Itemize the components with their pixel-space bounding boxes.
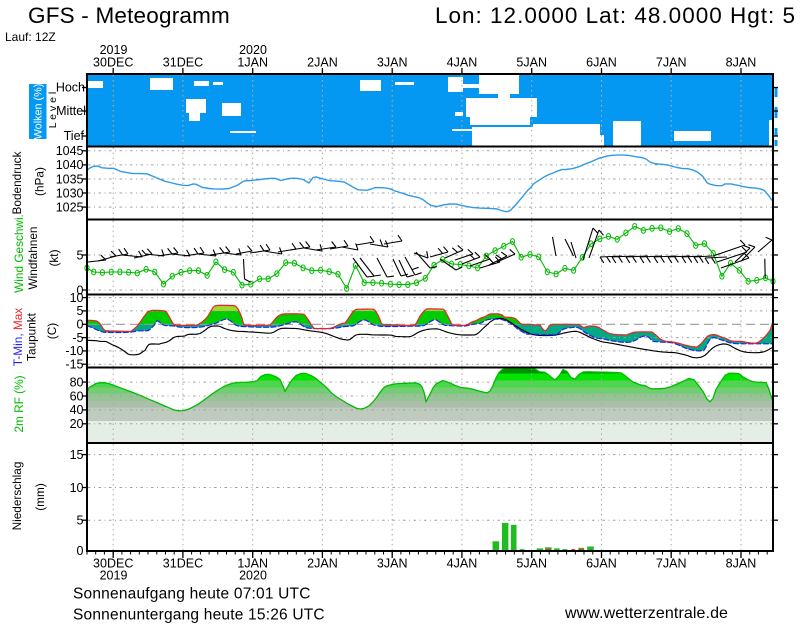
svg-text:5: 5 (77, 248, 84, 262)
svg-text:(mm): (mm) (33, 483, 47, 511)
svg-text:0: 0 (77, 318, 84, 332)
svg-text:Hoch: Hoch (56, 81, 85, 95)
svg-text:5JAN: 5JAN (516, 557, 547, 571)
svg-text:10: 10 (70, 481, 84, 495)
svg-text:3JAN: 3JAN (377, 557, 408, 571)
svg-text:30DEC: 30DEC (93, 56, 133, 70)
svg-text:2019: 2019 (100, 569, 128, 583)
svg-text:0: 0 (77, 544, 84, 558)
svg-text:4JAN: 4JAN (447, 56, 478, 70)
svg-text:8JAN: 8JAN (726, 557, 757, 571)
svg-text:1040: 1040 (56, 158, 84, 172)
svg-text:Wind Geschwi.: Wind Geschwi. (12, 214, 26, 293)
svg-text:3JAN: 3JAN (377, 56, 408, 70)
svg-text:T-Min, Max: T-Min, Max (11, 308, 25, 366)
svg-text:Bodendruck: Bodendruck (10, 151, 24, 214)
svg-text:(hPa): (hPa) (33, 167, 47, 196)
svg-text:6JAN: 6JAN (586, 557, 617, 571)
svg-text:Niederschlag: Niederschlag (10, 462, 24, 531)
svg-text:31DEC: 31DEC (163, 557, 203, 571)
svg-text:Taupunkt: Taupunkt (25, 312, 39, 361)
svg-text:1030: 1030 (56, 186, 84, 200)
svg-text:2m RF (%): 2m RF (%) (12, 375, 26, 432)
svg-text:-10: -10 (65, 344, 83, 358)
svg-text:6JAN: 6JAN (586, 56, 617, 70)
svg-text:Wolken (%): Wolken (%) (33, 84, 45, 140)
svg-text:7JAN: 7JAN (656, 56, 687, 70)
svg-text:www.wetterzentrale.de: www.wetterzentrale.de (564, 605, 728, 622)
svg-text:2JAN: 2JAN (307, 557, 338, 571)
svg-text:(C): (C) (45, 323, 59, 339)
svg-text:1035: 1035 (56, 172, 84, 186)
svg-text:1025: 1025 (56, 200, 84, 214)
svg-text:5JAN: 5JAN (516, 56, 547, 70)
svg-text:1045: 1045 (56, 144, 84, 158)
svg-text:80: 80 (70, 375, 84, 389)
svg-text:Sonnenaufgang heute 07:01 UTC: Sonnenaufgang heute 07:01 UTC (73, 586, 311, 603)
svg-text:31DEC: 31DEC (163, 56, 203, 70)
svg-text:20: 20 (70, 417, 84, 431)
svg-text:15: 15 (70, 448, 84, 462)
svg-text:2020: 2020 (239, 569, 267, 583)
svg-text:1JAN: 1JAN (237, 56, 268, 70)
svg-text:GFS - Meteogramm: GFS - Meteogramm (28, 3, 230, 28)
svg-text:Lon: 12.0000 Lat: 48.0000 Hgt:: Lon: 12.0000 Lat: 48.0000 Hgt: 5 (435, 3, 796, 28)
svg-text:-5: -5 (72, 331, 83, 345)
svg-text:40: 40 (70, 403, 84, 417)
svg-text:-15: -15 (65, 358, 83, 372)
svg-text:Mittel: Mittel (56, 104, 86, 118)
svg-text:Windfahnen: Windfahnen (26, 227, 40, 290)
svg-text:Lauf: 12Z: Lauf: 12Z (5, 30, 56, 44)
svg-text:Tief: Tief (64, 129, 85, 143)
svg-text:5: 5 (77, 514, 84, 528)
svg-text:4JAN: 4JAN (447, 557, 478, 571)
svg-text:8JAN: 8JAN (726, 56, 757, 70)
svg-text:7JAN: 7JAN (656, 557, 687, 571)
svg-text:(kt): (kt) (47, 249, 61, 266)
svg-text:5: 5 (77, 304, 84, 318)
svg-text:10: 10 (70, 291, 84, 305)
svg-text:2JAN: 2JAN (307, 56, 338, 70)
svg-text:60: 60 (70, 389, 84, 403)
svg-text:Sonnenuntergang heute 15:26 UT: Sonnenuntergang heute 15:26 UTC (73, 607, 325, 624)
